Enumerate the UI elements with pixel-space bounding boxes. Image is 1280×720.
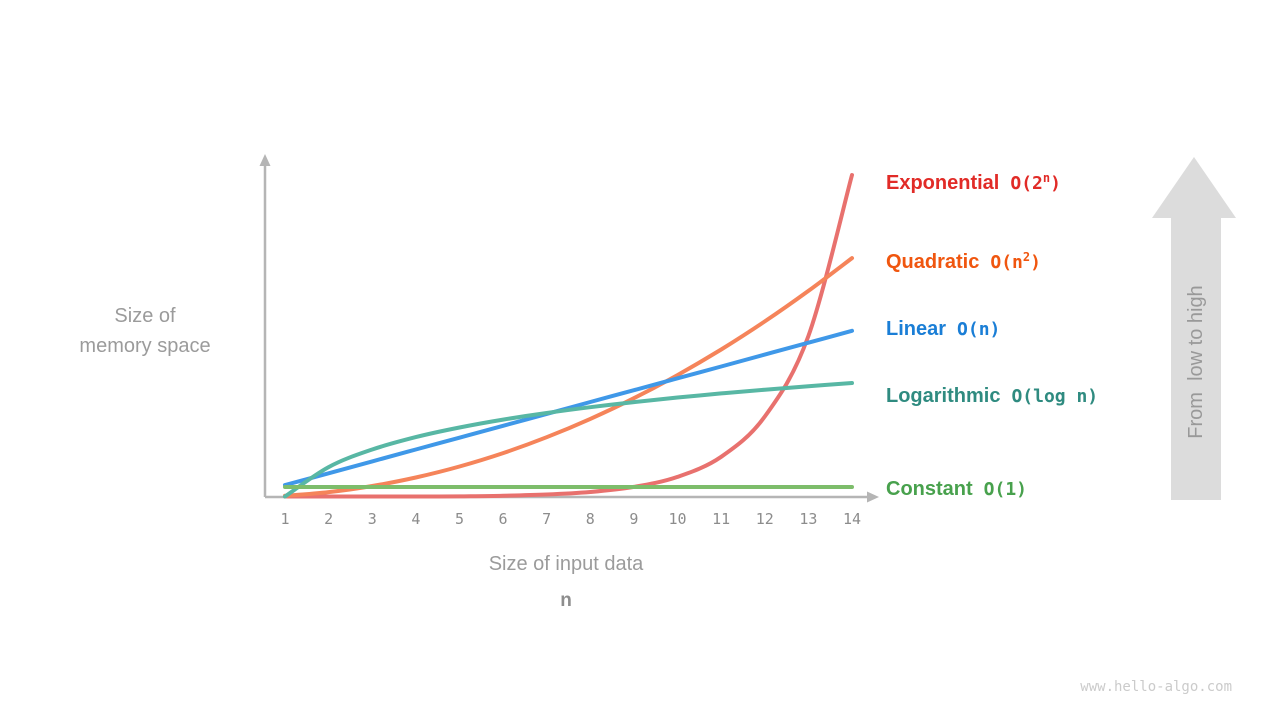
x-tick-label-14: 14 xyxy=(842,510,862,528)
curve-group xyxy=(283,173,854,499)
x-axis-arrowhead-icon xyxy=(867,491,879,503)
y-axis-label: Size of memory space xyxy=(35,301,255,361)
legend-linear: Linear O(n) xyxy=(886,311,1001,340)
x-tick-label-7: 7 xyxy=(542,510,552,528)
legend-quadratic-name: Quadratic xyxy=(886,251,980,273)
x-tick-label-2: 2 xyxy=(324,510,334,528)
legend-quadratic: Quadratic O(n2) xyxy=(886,244,1041,273)
x-tick-label-5: 5 xyxy=(454,510,464,528)
legend-logarithmic: Logarithmic O(log n) xyxy=(886,378,1099,407)
low-to-high-arrow-icon xyxy=(1152,157,1236,500)
legend-quadratic-notation: O(n2) xyxy=(990,250,1041,273)
x-tick-label-9: 9 xyxy=(629,510,639,528)
watermark: www.hello-algo.com xyxy=(1080,679,1232,695)
legend-logarithmic-name: Logarithmic xyxy=(886,385,1001,407)
legend-exponential-name: Exponential xyxy=(886,172,1000,194)
legend-linear-name: Linear xyxy=(886,318,947,340)
y-axis-label-line2: memory space xyxy=(79,335,211,357)
legend-constant-name: Constant xyxy=(886,478,973,500)
low-to-high-caption: From low to high xyxy=(1185,285,1207,439)
x-axis-variable: n xyxy=(560,590,572,611)
x-tick-label-8: 8 xyxy=(585,510,595,528)
legend-exponential-notation: O(2n) xyxy=(1010,171,1061,194)
x-tick-label-11: 11 xyxy=(712,510,731,528)
legend-exponential: Exponential O(2n) xyxy=(886,165,1061,194)
x-axis-label: Size of input data xyxy=(488,553,644,575)
x-tick-label-4: 4 xyxy=(411,510,421,528)
legend-linear-notation: O(n) xyxy=(957,319,1001,340)
y-axis-arrowhead-icon xyxy=(259,154,271,166)
curve-exponential xyxy=(283,173,854,499)
y-axis-label-line1: Size of xyxy=(114,305,176,327)
legend-logarithmic-notation: O(log n) xyxy=(1011,386,1099,407)
x-tick-label-1: 1 xyxy=(280,510,290,528)
legend-constant: Constant O(1) xyxy=(886,471,1028,500)
x-tick-label-12: 12 xyxy=(755,510,774,528)
x-tick-label-3: 3 xyxy=(367,510,377,528)
legend-constant-notation: O(1) xyxy=(983,479,1028,500)
x-tick-label-13: 13 xyxy=(799,510,818,528)
x-tick-label-10: 10 xyxy=(668,510,687,528)
x-tick-labels: 1 2 3 4 5 6 7 8 9 10 11 12 13 14 xyxy=(0,510,1280,530)
x-tick-label-6: 6 xyxy=(498,510,508,528)
curve-linear xyxy=(283,328,854,488)
curve-logarithmic xyxy=(283,381,854,499)
